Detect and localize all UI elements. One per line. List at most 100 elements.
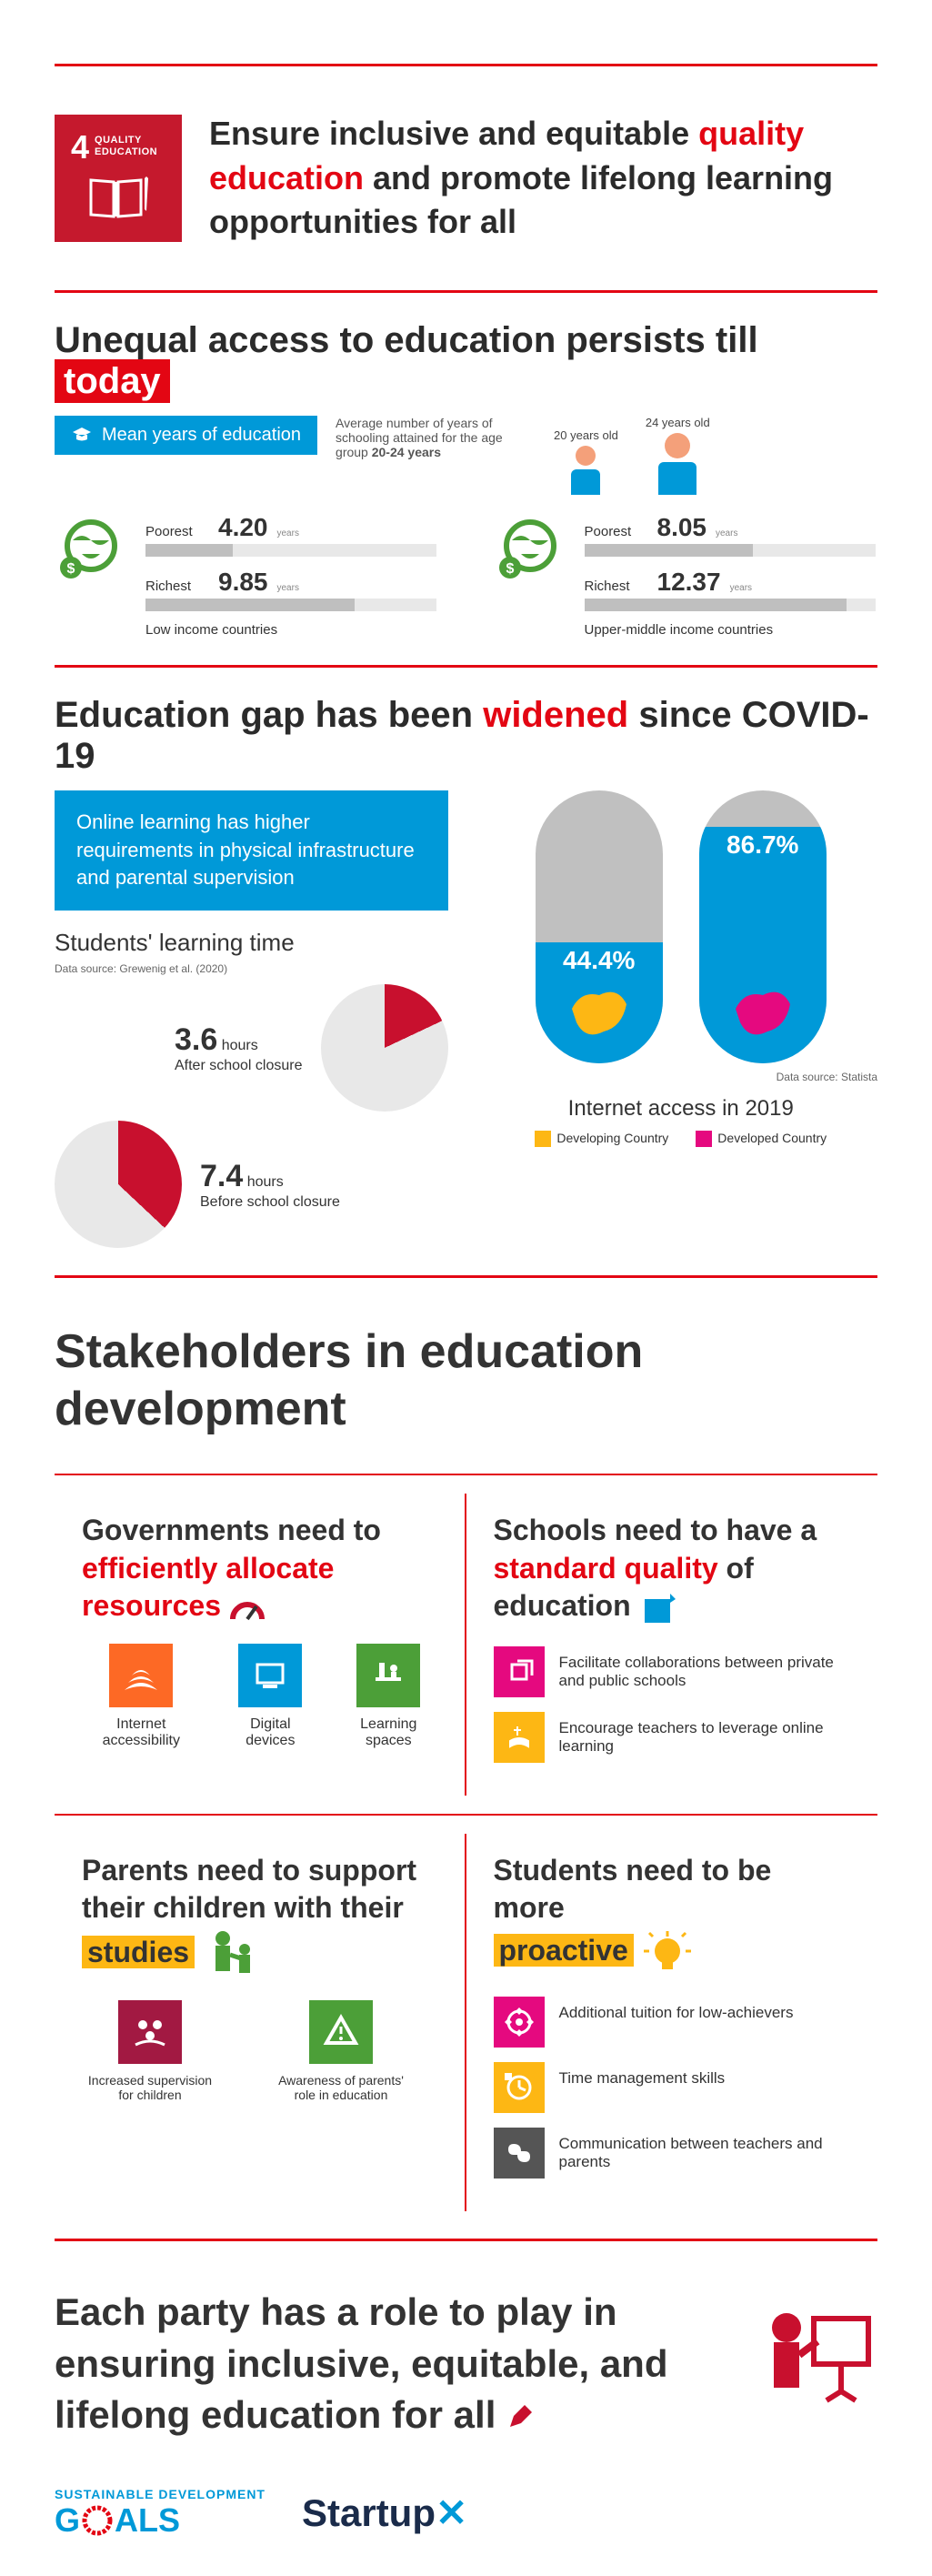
square-icon <box>494 1712 545 1763</box>
sdg-badge: 4 QUALITY EDUCATION <box>55 115 182 242</box>
parents-item: Awareness of parents' role in education <box>273 2000 409 2102</box>
globe-icon: $ <box>55 513 127 586</box>
age-figures: 20 years old 24 years old <box>554 416 710 495</box>
capsule-chart: 44.4% <box>536 790 663 1063</box>
header-pre: Ensure inclusive and equitable <box>209 115 698 152</box>
footer-text: Each party has a role to play in ensurin… <box>55 2287 723 2441</box>
square-icon <box>109 1644 173 1707</box>
section3-title: Education gap has been widened since COV… <box>55 695 877 777</box>
gov-item: Internet accessibility <box>82 1644 201 1749</box>
country-group: $ Poorest 8.05 years Richest 12.37 years… <box>494 513 878 638</box>
legend-item: Developing Country <box>535 1131 668 1147</box>
pie-hours: 3.6 <box>175 1022 217 1057</box>
globe-icon: $ <box>494 513 566 586</box>
pie-chart <box>321 984 448 1112</box>
square-icon <box>494 1997 545 2048</box>
header-section: 4 QUALITY EDUCATION Ensure inclusive and… <box>55 94 877 263</box>
section2-title: Unequal access to education persists til… <box>55 320 877 402</box>
startup-logo: Startup✕ <box>302 2490 467 2535</box>
list-text: Facilitate collaborations between privat… <box>559 1646 851 1690</box>
capsule-pct: 44.4% <box>536 946 663 975</box>
stakeholders-row-2: Parents need to support their children w… <box>55 1834 877 2211</box>
svg-text:$: $ <box>506 561 514 577</box>
graduation-cap-icon <box>71 426 93 444</box>
gov-item: Digital devices <box>228 1644 314 1749</box>
net-source: Data source: Statista <box>777 1071 877 1083</box>
governments-col: Governments need to efficiently allocate… <box>55 1494 466 1796</box>
net-title: Internet access in 2019 <box>568 1096 794 1122</box>
sdg-wheel-icon <box>82 2505 113 2536</box>
list-text: Communication between teachers and paren… <box>559 2128 851 2171</box>
bar-row: Poorest 8.05 years <box>585 513 878 557</box>
square-icon <box>494 2128 545 2179</box>
continent-icon <box>563 981 636 1045</box>
schools-item: Encourage teachers to leverage online le… <box>494 1712 851 1763</box>
list-text: Encourage teachers to leverage online le… <box>559 1712 851 1756</box>
pie-item: 3.6 hours After school closure <box>55 984 448 1112</box>
blue-callout: Online learning has higher requirements … <box>55 790 448 911</box>
bar-name: Richest <box>145 579 209 594</box>
bar-name: Poorest <box>145 524 209 539</box>
gov-item: Learning spaces <box>340 1644 436 1749</box>
icon-label: Digital devices <box>228 1716 314 1749</box>
stakeholders-title: Stakeholders in education development <box>55 1305 877 1455</box>
stakeholders-row-1: Governments need to efficiently allocate… <box>55 1494 877 1796</box>
schooling-subtext: Average number of years of schooling att… <box>336 416 536 459</box>
icon-label: Internet accessibility <box>82 1716 201 1749</box>
parents-col: Parents need to support their children w… <box>55 1834 466 2211</box>
schools-item: Facilitate collaborations between privat… <box>494 1646 851 1697</box>
presenter-icon <box>750 2300 877 2428</box>
bar-value: 4.20 <box>218 513 268 542</box>
pie-item: 7.4 hours Before school closure <box>55 1121 448 1248</box>
sdg-number: 4 <box>71 131 89 164</box>
pie-caption: After school closure <box>175 1058 303 1073</box>
legend-item: Developed Country <box>696 1131 827 1147</box>
bar-value: 12.37 <box>657 568 721 597</box>
students-item: Time management skills <box>494 2062 851 2113</box>
covid-section: Education gap has been widened since COV… <box>55 695 877 1248</box>
icon-label: Awareness of parents' role in education <box>273 2073 409 2102</box>
book-up-icon <box>639 1588 679 1628</box>
pie-chart <box>55 1121 182 1248</box>
logos-row: SUSTAINABLE DEVELOPMENT G ALS Startup✕ <box>55 2487 877 2540</box>
icon-label: Learning spaces <box>340 1716 436 1749</box>
capsule-pct: 86.7% <box>699 830 827 860</box>
svg-text:$: $ <box>67 561 75 577</box>
pencil-icon <box>506 2405 532 2430</box>
icon-label: Increased supervision for children <box>82 2073 218 2102</box>
continent-icon <box>727 981 799 1045</box>
lightbulb-icon <box>642 1927 693 1978</box>
gauge-icon <box>229 1594 266 1623</box>
group-label: Upper-middle income countries <box>585 622 878 638</box>
pie-hours: 7.4 <box>200 1159 243 1193</box>
bar-row: Poorest 4.20 years <box>145 513 439 557</box>
students-item: Communication between teachers and paren… <box>494 2128 851 2179</box>
book-icon <box>86 171 150 226</box>
bar-value: 8.05 <box>657 513 707 542</box>
pie-caption: Before school closure <box>200 1194 340 1210</box>
header-title: Ensure inclusive and equitable quality e… <box>209 112 877 245</box>
schools-col: Schools need to have a standard quality … <box>466 1494 878 1796</box>
square-icon <box>238 1644 302 1707</box>
students-col: Students need to be more proactive Addit… <box>466 1834 878 2211</box>
square-icon <box>356 1644 420 1707</box>
mean-years-badge: Mean years of education <box>55 416 317 455</box>
square-icon <box>494 1646 545 1697</box>
bar-value: 9.85 <box>218 568 268 597</box>
bar-row: Richest 12.37 years <box>585 568 878 611</box>
bar-row: Richest 9.85 years <box>145 568 439 611</box>
group-label: Low income countries <box>145 622 439 638</box>
learning-time-title: Students' learning time <box>55 929 448 957</box>
bar-name: Poorest <box>585 524 648 539</box>
country-group: $ Poorest 4.20 years Richest 9.85 years … <box>55 513 439 638</box>
footer-section: Each party has a role to play in ensurin… <box>55 2269 877 2460</box>
list-text: Time management skills <box>559 2062 726 2088</box>
square-icon <box>494 2062 545 2113</box>
learning-source: Data source: Grewenig et al. (2020) <box>55 962 448 975</box>
sdg-label: QUALITY EDUCATION <box>95 135 165 158</box>
list-text: Additional tuition for low-achievers <box>559 1997 794 2022</box>
square-icon <box>118 2000 182 2064</box>
parents-item: Increased supervision for children <box>82 2000 218 2102</box>
square-icon <box>309 2000 373 2064</box>
parent-child-icon <box>203 1927 266 1982</box>
